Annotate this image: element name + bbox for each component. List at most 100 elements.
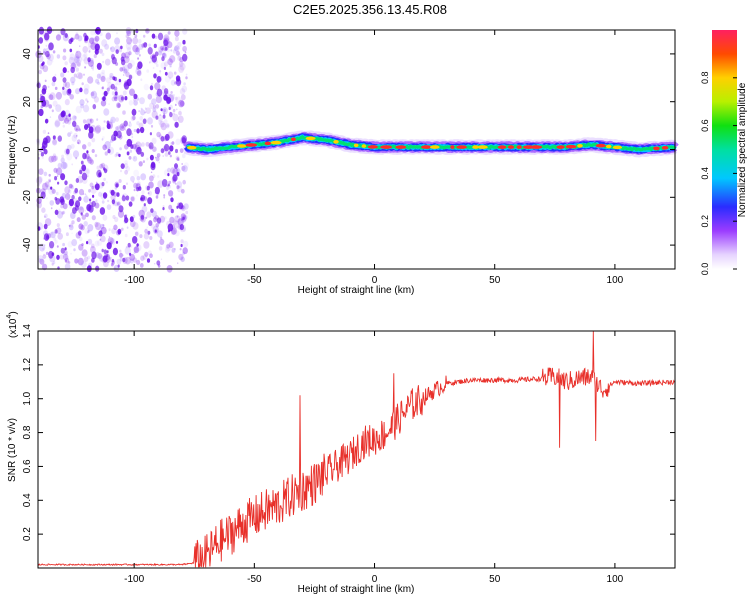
noise-speckle (121, 227, 124, 231)
noise-speckle (126, 30, 132, 37)
noise-blob (41, 99, 47, 107)
ridge-hotspot (456, 145, 467, 149)
noise-speckle (72, 61, 78, 69)
noise-speckle (174, 96, 178, 101)
noise-speckle (52, 50, 56, 54)
noise-speckle (78, 206, 85, 214)
noise-blob (175, 78, 182, 87)
noise-speckle (120, 169, 122, 173)
noise-speckle (111, 96, 116, 102)
noise-blob (180, 243, 183, 248)
noise-speckle (124, 233, 128, 238)
colorbar-gradient (712, 30, 737, 269)
noise-blob (118, 153, 121, 158)
noise-speckle (54, 120, 60, 128)
noise-speckle (38, 258, 41, 261)
noise-speckle (119, 252, 123, 258)
noise-speckle (140, 107, 143, 111)
noise-speckle (167, 167, 171, 173)
noise-speckle (175, 183, 177, 185)
noise-speckle (70, 76, 76, 84)
noise-speckle (72, 62, 75, 66)
noise-speckle (160, 45, 164, 51)
noise-blob (139, 126, 145, 134)
noise-blob (126, 128, 132, 137)
noise-speckle (145, 141, 150, 147)
noise-speckle (114, 201, 119, 207)
ridge-hotspot (270, 140, 282, 145)
noise-speckle (165, 246, 170, 253)
noise-blob (40, 151, 45, 157)
noise-speckle (72, 150, 80, 159)
noise-speckle (69, 117, 72, 121)
noise-blob (140, 151, 145, 157)
noise-speckle (182, 179, 186, 185)
noise-speckle (138, 110, 141, 113)
noise-speckle (105, 181, 108, 184)
x-tick-label: -50 (247, 275, 262, 286)
noise-speckle (55, 91, 63, 100)
noise-speckle (119, 249, 122, 253)
noise-blob (169, 145, 174, 152)
noise-blob (116, 192, 120, 197)
noise-speckle (95, 78, 100, 84)
noise-speckle (95, 222, 102, 231)
ridge-hotspot (264, 141, 272, 146)
noise-speckle (51, 188, 56, 194)
noise-blob (150, 161, 156, 169)
noise-speckle (62, 251, 68, 258)
noise-speckle (42, 254, 47, 259)
noise-speckle (154, 82, 161, 91)
noise-speckle (62, 242, 65, 247)
noise-blob (179, 224, 184, 231)
noise-blob (169, 112, 173, 118)
noise-speckle (51, 109, 54, 113)
x-tick-label: 100 (607, 574, 624, 585)
noise-blob (112, 247, 118, 256)
noise-speckle (71, 134, 78, 142)
noise-speckle (53, 155, 58, 161)
noise-speckle (136, 175, 141, 181)
noise-speckle (140, 173, 147, 181)
noise-speckle (90, 90, 98, 99)
noise-speckle (62, 203, 68, 210)
noise-blob (118, 78, 122, 83)
noise-blob (62, 77, 67, 83)
noise-speckle (67, 189, 72, 194)
noise-speckle (76, 56, 83, 64)
noise-blob (120, 163, 125, 170)
noise-speckle (60, 161, 67, 170)
noise-speckle (84, 192, 86, 195)
noise-speckle (126, 182, 128, 185)
noise-blob (68, 198, 74, 207)
noise-speckle (124, 256, 131, 265)
noise-speckle (122, 74, 125, 76)
noise-speckle (163, 108, 166, 113)
noise-speckle (155, 156, 160, 162)
noise-speckle (140, 78, 143, 81)
noise-speckle (147, 93, 153, 100)
noise-speckle (177, 46, 180, 50)
noise-speckle (98, 226, 103, 233)
noise-speckle (119, 257, 123, 262)
noise-speckle (104, 43, 109, 50)
noise-speckle (128, 100, 134, 106)
y-tick-label: 0.8 (22, 425, 33, 439)
noise-blob (140, 214, 145, 220)
noise-speckle (113, 94, 118, 100)
noise-speckle (179, 88, 186, 95)
noise-blob (156, 76, 162, 83)
noise-speckle (101, 39, 108, 47)
noise-speckle (67, 132, 71, 138)
noise-speckle (136, 259, 141, 265)
noise-speckle (84, 66, 87, 69)
noise-blob (88, 126, 94, 134)
noise-speckle (88, 50, 91, 53)
noise-speckle (164, 61, 169, 67)
noise-blob (137, 61, 143, 69)
noise-blob (129, 216, 134, 223)
noise-speckle (180, 256, 185, 263)
noise-speckle (45, 251, 49, 255)
noise-speckle (134, 230, 140, 238)
ridge-hotspot (595, 143, 606, 148)
